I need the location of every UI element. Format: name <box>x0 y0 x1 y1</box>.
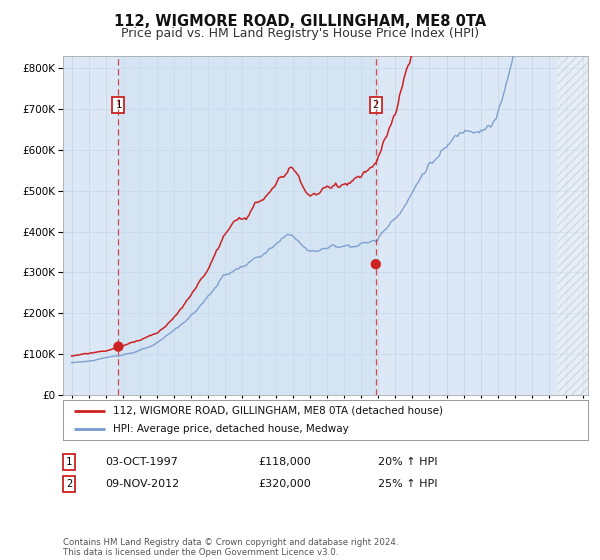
Text: 1: 1 <box>66 457 72 467</box>
Text: 03-OCT-1997: 03-OCT-1997 <box>105 457 178 467</box>
Bar <box>557 56 592 395</box>
Point <box>371 260 380 269</box>
Text: 25% ↑ HPI: 25% ↑ HPI <box>378 479 437 489</box>
Bar <box>118 56 376 395</box>
Text: HPI: Average price, detached house, Medway: HPI: Average price, detached house, Medw… <box>113 424 349 434</box>
Text: 09-NOV-2012: 09-NOV-2012 <box>105 479 179 489</box>
Text: Price paid vs. HM Land Registry's House Price Index (HPI): Price paid vs. HM Land Registry's House … <box>121 27 479 40</box>
Text: 2: 2 <box>373 100 379 110</box>
Point <box>113 342 123 351</box>
Text: £118,000: £118,000 <box>258 457 311 467</box>
Text: 112, WIGMORE ROAD, GILLINGHAM, ME8 0TA (detached house): 112, WIGMORE ROAD, GILLINGHAM, ME8 0TA (… <box>113 406 443 416</box>
Text: 1: 1 <box>115 100 122 110</box>
Text: 2: 2 <box>66 479 72 489</box>
Text: 112, WIGMORE ROAD, GILLINGHAM, ME8 0TA: 112, WIGMORE ROAD, GILLINGHAM, ME8 0TA <box>114 15 486 29</box>
Text: Contains HM Land Registry data © Crown copyright and database right 2024.
This d: Contains HM Land Registry data © Crown c… <box>63 538 398 557</box>
Text: 20% ↑ HPI: 20% ↑ HPI <box>378 457 437 467</box>
Text: £320,000: £320,000 <box>258 479 311 489</box>
